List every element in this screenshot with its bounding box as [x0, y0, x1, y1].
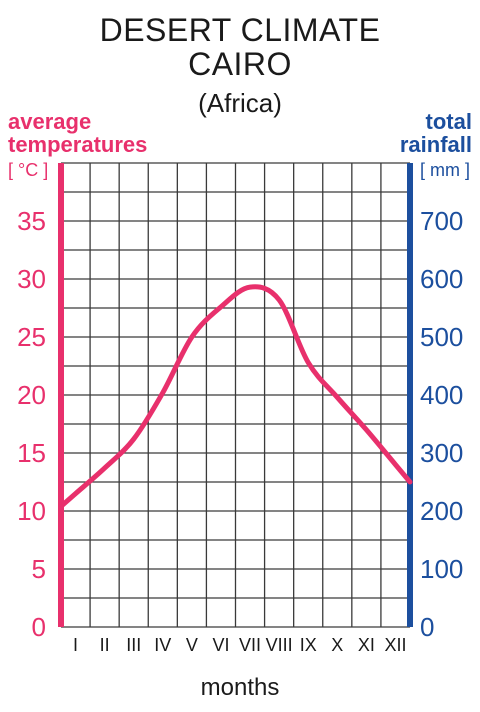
month-tick-label: III	[126, 635, 141, 655]
left-tick-label: 10	[17, 496, 46, 526]
month-tick-label: VII	[239, 635, 261, 655]
month-tick-label: XII	[384, 635, 406, 655]
left-axis-title-line2: temperatures	[8, 132, 148, 157]
right-tick-label: 100	[420, 554, 463, 584]
right-tick-label: 700	[420, 206, 463, 236]
temperature-line	[58, 284, 413, 509]
left-tick-label: 5	[32, 554, 46, 584]
right-tick-label: 300	[420, 438, 463, 468]
right-axis-title: total rainfall	[400, 110, 472, 156]
chart-subtitle: (Africa)	[198, 88, 282, 118]
month-tick-label: IV	[154, 635, 171, 655]
right-axis-unit: [ mm ]	[420, 160, 470, 180]
month-tick-label: II	[100, 635, 110, 655]
month-tick-label: VI	[212, 635, 229, 655]
month-tick-label: I	[73, 635, 78, 655]
left-tick-label: 30	[17, 264, 46, 294]
right-tick-label: 600	[420, 264, 463, 294]
right-axis-title-line2: rainfall	[399, 132, 472, 157]
month-tick-label: X	[331, 635, 343, 655]
left-tick-label: 35	[17, 206, 46, 236]
left-axis-title-line1: average	[8, 109, 92, 134]
right-tick-label: 200	[420, 496, 463, 526]
left-tick-label: 25	[17, 322, 46, 352]
left-tick-label: 0	[32, 612, 46, 642]
right-tick-label: 500	[420, 322, 463, 352]
chart-title-city: CAIRO	[188, 46, 292, 82]
left-axis-title: average temperatures	[8, 110, 147, 156]
left-tick-label: 20	[17, 380, 46, 410]
right-tick-label: 0	[420, 612, 434, 642]
chart-title: DESERT CLIMATE	[99, 12, 381, 48]
left-axis-unit: [ °C ]	[8, 160, 49, 180]
month-tick-label: V	[186, 635, 198, 655]
left-tick-label: 15	[17, 438, 46, 468]
month-tick-label: IX	[300, 635, 317, 655]
right-tick-label: 400	[420, 380, 463, 410]
right-axis-title-line1: total	[425, 109, 472, 134]
month-tick-label: XI	[358, 635, 375, 655]
month-tick-label: VIII	[266, 635, 293, 655]
x-axis-title: months	[200, 674, 280, 701]
